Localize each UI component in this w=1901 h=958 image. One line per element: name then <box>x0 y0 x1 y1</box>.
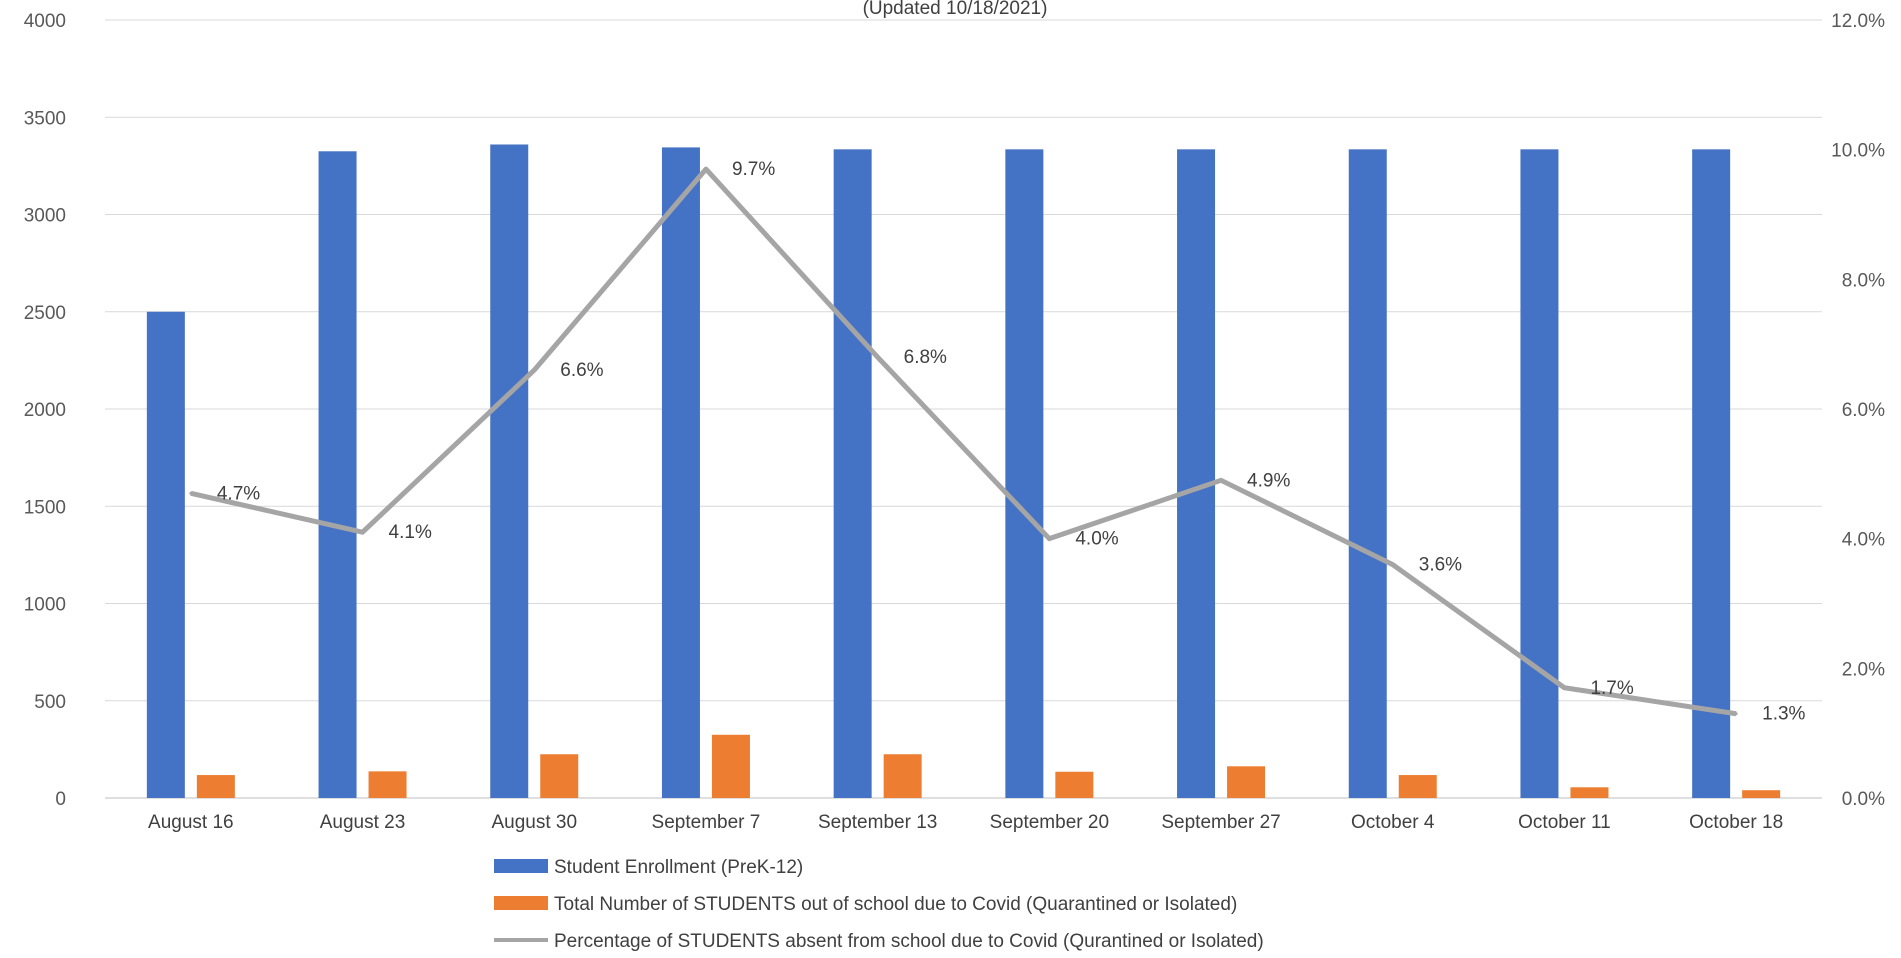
enrollment-bar <box>661 147 700 798</box>
left-tick-label: 1500 <box>24 497 66 518</box>
out-of-school-bar <box>1570 787 1609 798</box>
category-label: September 27 <box>1161 812 1280 833</box>
right-tick-label: 4.0% <box>1842 530 1885 551</box>
enrollment-bar <box>1692 149 1731 798</box>
out-of-school-bar <box>368 771 407 798</box>
percentage-point <box>1562 686 1566 690</box>
legend: Student Enrollment (PreK-12) Total Number… <box>494 857 1264 952</box>
right-tick-label: 12.0% <box>1831 11 1885 32</box>
percentage-data-label: 4.9% <box>1247 470 1290 491</box>
right-tick-label: 10.0% <box>1831 141 1885 162</box>
out-of-school-bar <box>1398 775 1437 798</box>
percentage-data-label: 1.7% <box>1590 678 1633 699</box>
category-label: September 20 <box>990 812 1109 833</box>
left-tick-label: 0 <box>55 789 66 810</box>
percentage-data-label: 6.6% <box>560 360 603 381</box>
percentage-point <box>189 491 193 495</box>
enrollment-bar <box>1348 149 1387 798</box>
left-tick-label: 500 <box>34 692 66 713</box>
right-tick-label: 8.0% <box>1842 270 1885 291</box>
enrollment-bar <box>1520 149 1559 798</box>
chart-subtitle: (Updated 10/18/2021) <box>863 0 1048 19</box>
out-of-school-bar <box>540 754 579 798</box>
enrollment-bar <box>146 311 185 798</box>
left-tick-label: 2500 <box>24 303 66 324</box>
percentage-point <box>876 355 880 359</box>
percentage-line <box>190 166 1737 717</box>
left-tick-label: 3500 <box>24 108 66 129</box>
right-tick-label: 2.0% <box>1842 659 1885 680</box>
right-axis-ticks: 0.0% 2.0% 4.0% 6.0% 8.0% 10.0% 12.0% <box>1831 11 1885 810</box>
right-tick-label: 6.0% <box>1842 400 1885 421</box>
line-data-labels: 4.7% 4.1% 6.6% 9.7% 6.8% 4.0% 4.9% 3.6% 1.7% 1.3% <box>217 159 1806 725</box>
out-of-school-bar <box>883 754 922 798</box>
line-series <box>189 166 1738 717</box>
enrollment-bar <box>1177 149 1216 798</box>
category-label: August 23 <box>320 812 406 833</box>
legend-swatch <box>494 859 548 873</box>
percentage-data-label: 1.3% <box>1762 704 1805 725</box>
enrollment-bar <box>490 144 529 799</box>
bar-series <box>146 144 1781 799</box>
category-label: October 4 <box>1351 812 1435 833</box>
percentage-point <box>704 167 708 171</box>
percentage-point <box>1391 563 1395 567</box>
percentage-data-label: 4.0% <box>1075 529 1118 550</box>
category-label: August 16 <box>148 812 234 833</box>
category-label: October 11 <box>1518 812 1611 833</box>
right-tick-label: 0.0% <box>1842 789 1885 810</box>
category-label: August 30 <box>491 812 577 833</box>
out-of-school-bar <box>1227 766 1266 798</box>
gridlines <box>105 19 1822 799</box>
legend-swatch <box>494 896 548 910</box>
legend-label: Percentage of STUDENTS absent from schoo… <box>554 931 1264 952</box>
percentage-data-label: 4.7% <box>217 483 260 504</box>
enrollment-bar <box>1005 149 1044 798</box>
percentage-point <box>532 368 536 372</box>
percentage-point <box>1047 537 1051 541</box>
percentage-data-label: 9.7% <box>732 159 775 180</box>
left-tick-label: 1000 <box>24 595 66 616</box>
enrollment-bar <box>318 151 357 799</box>
percentage-point <box>1219 478 1223 482</box>
left-tick-label: 4000 <box>24 11 66 32</box>
percentage-point <box>1734 712 1738 716</box>
category-label: September 13 <box>818 812 937 833</box>
percentage-data-label: 6.8% <box>904 347 947 368</box>
out-of-school-bar <box>196 775 235 798</box>
left-tick-label: 3000 <box>24 206 66 227</box>
out-of-school-bar <box>1742 790 1781 798</box>
category-label: October 18 <box>1689 812 1783 833</box>
category-label: September 7 <box>652 812 761 833</box>
left-axis-ticks: 0 500 1000 1500 2000 2500 3000 3500 4000 <box>24 11 66 810</box>
percentage-data-label: 4.1% <box>389 522 432 543</box>
percentage-point <box>361 530 365 534</box>
category-axis-labels: August 16 August 23 August 30 September 7 Se… <box>148 812 1783 833</box>
out-of-school-bar <box>711 734 750 798</box>
legend-label: Total Number of STUDENTS out of school d… <box>554 894 1237 915</box>
left-tick-label: 2000 <box>24 400 66 421</box>
legend-label: Student Enrollment (PreK-12) <box>554 857 803 878</box>
percentage-data-label: 3.6% <box>1419 555 1462 576</box>
enrollment-bar <box>833 149 872 798</box>
out-of-school-bar <box>1055 771 1094 798</box>
